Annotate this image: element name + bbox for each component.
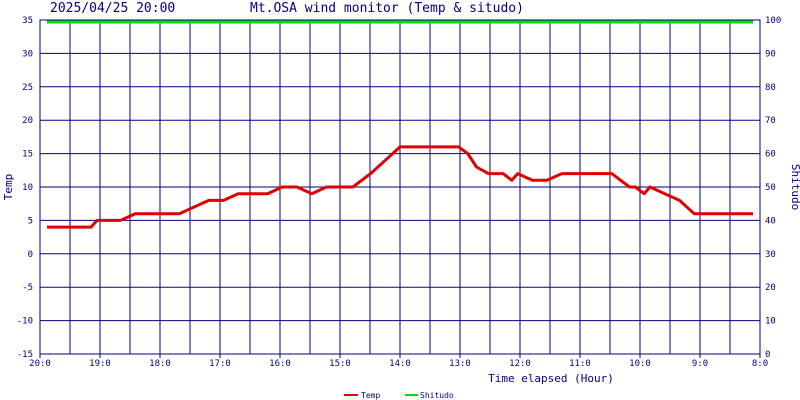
y-tick-label: 5 [28,216,33,226]
y-tick-label: 0 [28,250,33,260]
timestamp: 2025/04/25 20:00 [50,1,175,16]
y2-tick-label: 60 [765,150,776,160]
x-tick-label: 20:0 [29,359,51,369]
legend: Temp Shitudo [344,391,454,400]
y2-tick-label: 70 [765,116,776,126]
y-tick-label: 20 [22,116,33,126]
chart-title: Mt.OSA wind monitor (Temp & situdo) [250,1,524,16]
x-tick-label: 19:0 [89,359,111,369]
y-tick-label: -15 [17,350,33,360]
legend-temp-label: Temp [361,391,380,400]
y-axis-label: Temp [2,174,15,201]
y2-tick-label: 80 [765,83,776,93]
x-tick-label: 13:0 [449,359,471,369]
x-tick-label: 14:0 [389,359,411,369]
y-tick-label: 10 [22,183,33,193]
y2-tick-label: 10 [765,317,776,327]
x-tick-label: 17:0 [209,359,231,369]
x-tick-label: 8:0 [752,359,768,369]
y-tick-label: -5 [22,283,33,293]
legend-shitudo-label: Shitudo [420,391,454,400]
y-tick-label: 25 [22,83,33,93]
left-axis: 35 30 25 20 15 10 5 0 -5 -10 -15 [17,16,33,360]
y2-tick-label: 50 [765,183,776,193]
y2-tick-label: 30 [765,250,776,260]
x-tick-label: 10:0 [629,359,651,369]
x-tick-label: 11:0 [569,359,591,369]
x-tick-label: 16:0 [269,359,291,369]
series-line-temp [47,145,753,229]
y2-tick-label: 20 [765,283,776,293]
y-tick-label: 30 [22,49,33,59]
x-tick-label: 9:0 [692,359,708,369]
y2-tick-label: 90 [765,49,776,59]
y-tick-label: 35 [22,16,33,26]
y2-tick-label: 100 [765,16,781,26]
x-tick-label: 18:0 [149,359,171,369]
x-axis-label: Time elapsed (Hour) [488,372,614,385]
y2-tick-label: 0 [765,350,770,360]
y-tick-label: -10 [17,317,33,327]
x-axis: 20:0 19:0 18:0 17:0 16:0 15:0 14:0 13:0 12:0 11:0… [29,354,768,369]
x-tick-label: 15:0 [329,359,351,369]
y2-tick-label: 40 [765,216,776,226]
series-layer [47,20,753,229]
x-tick-label: 12:0 [509,359,531,369]
y-tick-label: 15 [22,150,33,160]
y2-axis-label: Shitudo [789,164,800,210]
